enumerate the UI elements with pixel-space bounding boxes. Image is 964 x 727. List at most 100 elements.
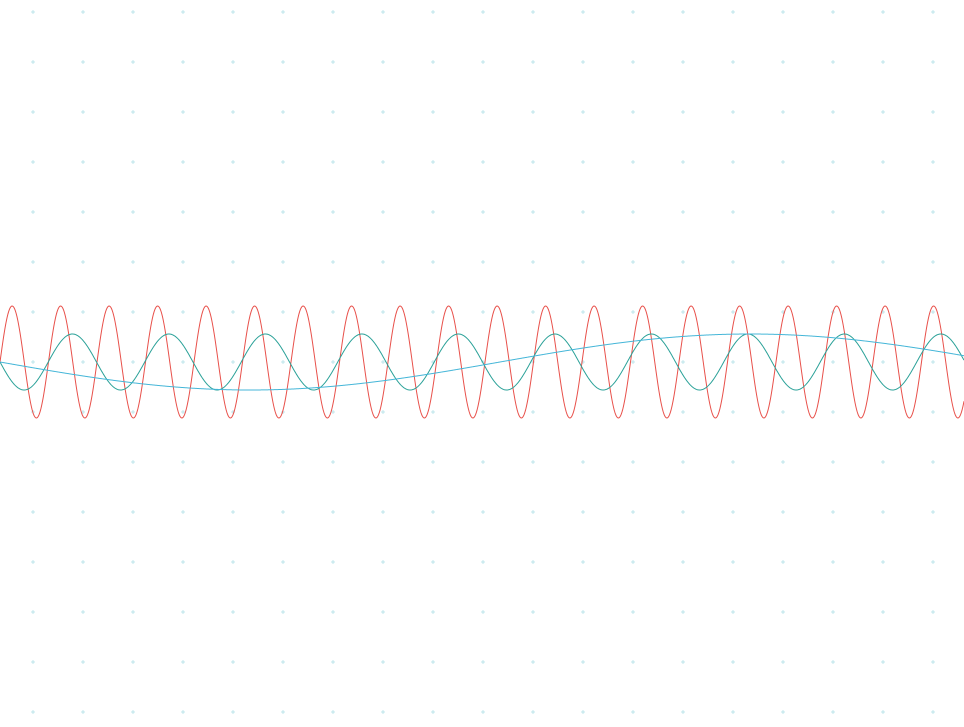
grid-cross xyxy=(181,160,185,164)
grid-cross xyxy=(331,60,335,64)
grid-cross xyxy=(431,460,435,464)
grid-cross xyxy=(381,610,385,614)
grid-cross xyxy=(631,160,635,164)
grid-cross xyxy=(881,660,885,664)
grid-cross xyxy=(31,310,35,314)
grid-cross xyxy=(681,160,685,164)
grid-cross xyxy=(181,210,185,214)
grid-cross xyxy=(381,360,385,364)
grid-cross xyxy=(381,260,385,264)
grid-cross xyxy=(331,510,335,514)
grid-cross xyxy=(681,410,685,414)
grid-cross xyxy=(881,10,885,14)
grid-cross xyxy=(31,210,35,214)
grid-cross xyxy=(731,210,735,214)
grid-cross xyxy=(831,710,835,714)
grid-cross xyxy=(931,210,935,214)
grid-cross xyxy=(531,710,535,714)
grid-cross xyxy=(931,160,935,164)
grid-cross xyxy=(731,610,735,614)
grid-cross xyxy=(881,60,885,64)
grid-cross xyxy=(481,310,485,314)
grid-cross xyxy=(481,60,485,64)
grid-cross xyxy=(831,60,835,64)
grid-cross xyxy=(681,10,685,14)
grid-cross xyxy=(381,210,385,214)
grid-cross xyxy=(581,160,585,164)
grid-cross xyxy=(31,110,35,114)
grid-cross xyxy=(31,710,35,714)
grid-cross xyxy=(931,510,935,514)
grid-cross xyxy=(581,60,585,64)
grid-cross xyxy=(181,410,185,414)
grid-cross xyxy=(731,360,735,364)
grid-cross xyxy=(831,210,835,214)
grid-cross xyxy=(131,560,135,564)
grid-cross xyxy=(81,660,85,664)
grid-cross xyxy=(881,210,885,214)
grid-cross xyxy=(681,360,685,364)
grid-cross xyxy=(581,510,585,514)
series-line-slow-sine xyxy=(0,333,964,391)
grid-cross xyxy=(381,60,385,64)
grid-cross xyxy=(681,110,685,114)
grid-cross xyxy=(481,260,485,264)
grid-cross xyxy=(131,210,135,214)
grid-cross xyxy=(431,610,435,614)
grid-cross xyxy=(131,610,135,614)
grid-cross xyxy=(31,10,35,14)
grid-cross xyxy=(431,110,435,114)
grid-cross xyxy=(31,360,35,364)
grid-cross xyxy=(531,210,535,214)
series-layer xyxy=(0,305,964,419)
grid-cross xyxy=(331,260,335,264)
grid-cross xyxy=(331,210,335,214)
grid-cross xyxy=(431,710,435,714)
grid-cross xyxy=(531,510,535,514)
grid-cross xyxy=(781,710,785,714)
grid-cross xyxy=(81,460,85,464)
grid-cross xyxy=(681,610,685,614)
grid-cross xyxy=(281,610,285,614)
grid-cross xyxy=(81,160,85,164)
grid-cross xyxy=(331,410,335,414)
grid-cross xyxy=(531,10,535,14)
grid-cross xyxy=(631,210,635,214)
grid-cross xyxy=(581,110,585,114)
grid-cross xyxy=(931,560,935,564)
grid-cross xyxy=(581,610,585,614)
grid-cross xyxy=(931,410,935,414)
grid-cross xyxy=(431,160,435,164)
grid-cross xyxy=(731,160,735,164)
grid-cross xyxy=(81,60,85,64)
grid-cross xyxy=(831,110,835,114)
grid-cross xyxy=(231,160,235,164)
grid-cross xyxy=(181,110,185,114)
grid-cross xyxy=(81,560,85,564)
grid-cross xyxy=(31,260,35,264)
grid-cross xyxy=(131,510,135,514)
grid-cross xyxy=(331,360,335,364)
grid-cross xyxy=(681,310,685,314)
grid-cross xyxy=(281,160,285,164)
grid-cross xyxy=(881,110,885,114)
grid-cross xyxy=(481,410,485,414)
grid-cross xyxy=(81,260,85,264)
grid-cross xyxy=(181,660,185,664)
grid-cross xyxy=(631,710,635,714)
grid-cross xyxy=(231,210,235,214)
grid-cross xyxy=(581,660,585,664)
grid-cross xyxy=(731,60,735,64)
grid-cross xyxy=(481,210,485,214)
grid-cross xyxy=(181,610,185,614)
grid-cross xyxy=(81,510,85,514)
grid-cross xyxy=(181,560,185,564)
grid-cross xyxy=(331,160,335,164)
grid-cross xyxy=(581,560,585,564)
grid-cross xyxy=(281,360,285,364)
grid-cross xyxy=(531,110,535,114)
grid-cross xyxy=(381,710,385,714)
grid-cross xyxy=(381,410,385,414)
grid-cross xyxy=(231,460,235,464)
